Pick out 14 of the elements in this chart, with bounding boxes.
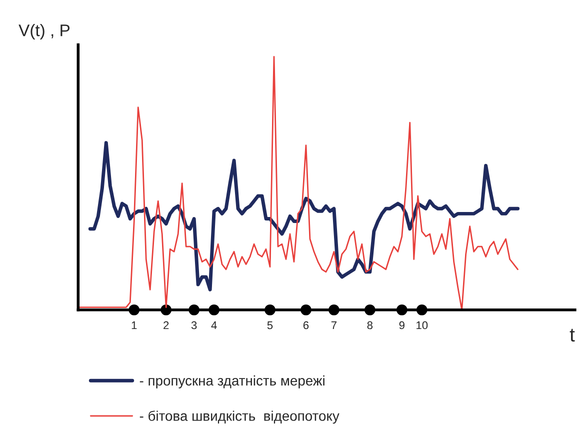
legend-label: - бітова швидкість відеопотоку — [140, 410, 340, 424]
legend-label: - пропускна здатність мережі — [140, 375, 324, 388]
x-tick-label: 3 — [191, 321, 197, 330]
x-tick-label: 2 — [164, 321, 169, 330]
x-tick-label: 1 — [132, 321, 137, 330]
x-tick-label: 5 — [267, 321, 273, 330]
x-tick-label: 9 — [399, 321, 404, 330]
x-axis-title: t — [570, 328, 575, 342]
x-tick-label: 4 — [211, 321, 217, 330]
x-tick-label: 8 — [367, 321, 373, 330]
x-tick-label: 7 — [331, 321, 336, 330]
y-axis-title: V(t) , P — [18, 24, 70, 40]
x-tick-label: 6 — [303, 321, 309, 330]
x-tick-label: 10 — [416, 321, 428, 330]
